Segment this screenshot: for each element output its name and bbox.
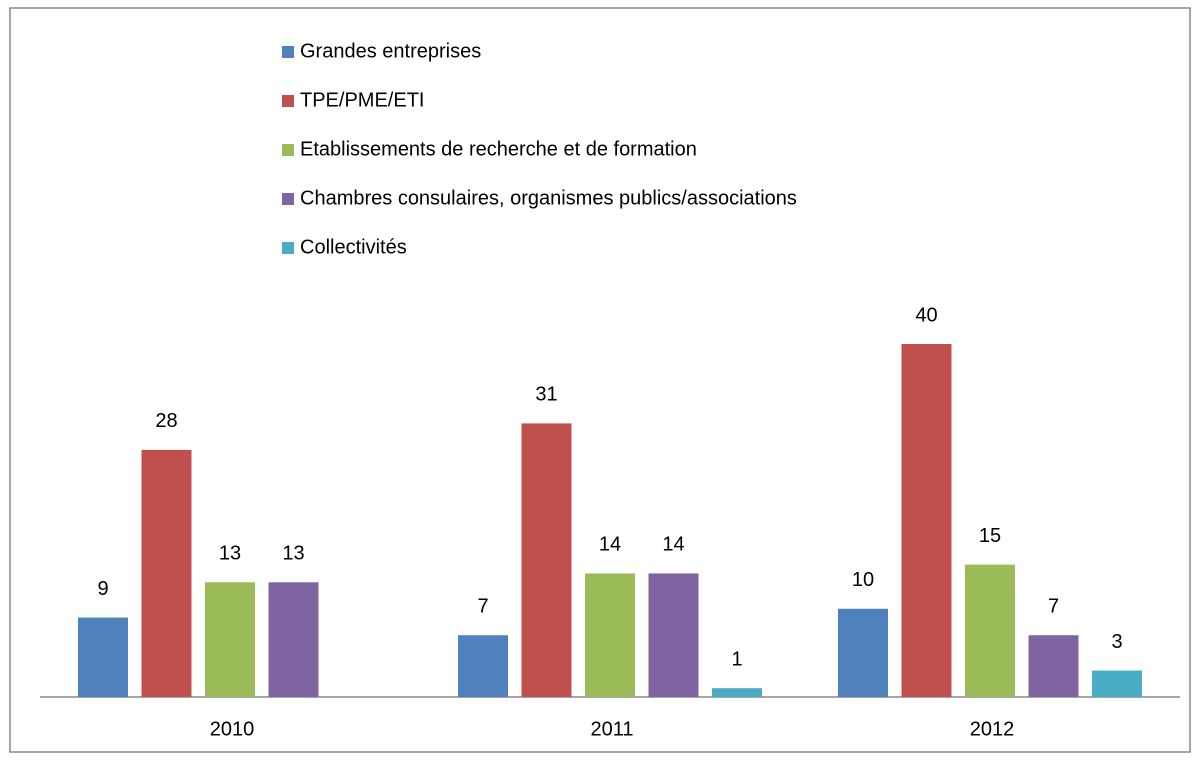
bar bbox=[205, 582, 255, 697]
legend-label: Chambres consulaires, organismes publics… bbox=[300, 187, 797, 209]
data-label: 3 bbox=[1111, 631, 1122, 653]
data-label: 9 bbox=[97, 578, 108, 600]
legend-swatch bbox=[282, 193, 294, 205]
x-tick-label: 2011 bbox=[590, 718, 633, 740]
data-label: 13 bbox=[282, 543, 304, 565]
data-label: 40 bbox=[915, 304, 937, 326]
data-label: 1 bbox=[731, 648, 742, 670]
legend-swatch bbox=[282, 242, 294, 254]
x-tick-label: 2012 bbox=[970, 718, 1015, 740]
bar bbox=[521, 423, 572, 697]
bar bbox=[901, 344, 952, 697]
data-label: 14 bbox=[599, 534, 621, 556]
legend-swatch bbox=[282, 144, 294, 156]
data-label: 31 bbox=[535, 384, 557, 406]
legend-label: TPE/PME/ETI bbox=[300, 89, 424, 111]
legend-swatch bbox=[282, 46, 294, 58]
bar bbox=[1092, 670, 1142, 697]
data-label: 15 bbox=[979, 525, 1001, 547]
bar bbox=[838, 608, 888, 697]
x-tick-label: 2010 bbox=[210, 718, 255, 740]
bar bbox=[268, 582, 319, 697]
bar bbox=[1028, 635, 1079, 697]
data-label: 13 bbox=[219, 543, 241, 565]
bar bbox=[141, 449, 192, 697]
legend-label: Collectivités bbox=[300, 236, 407, 258]
data-label: 7 bbox=[1048, 596, 1059, 618]
legend-label: Grandes entreprises bbox=[300, 40, 481, 62]
legend-swatch bbox=[282, 95, 294, 107]
data-label: 28 bbox=[155, 410, 177, 432]
data-label: 10 bbox=[852, 569, 874, 591]
bar bbox=[965, 564, 1015, 697]
data-label: 7 bbox=[477, 596, 488, 618]
data-label: 14 bbox=[662, 534, 684, 556]
bar bbox=[648, 573, 699, 697]
bar bbox=[78, 617, 128, 697]
bar bbox=[458, 635, 508, 697]
bar bbox=[712, 688, 762, 697]
bar bbox=[585, 573, 635, 697]
legend-label: Etablissements de recherche et de format… bbox=[300, 138, 697, 160]
